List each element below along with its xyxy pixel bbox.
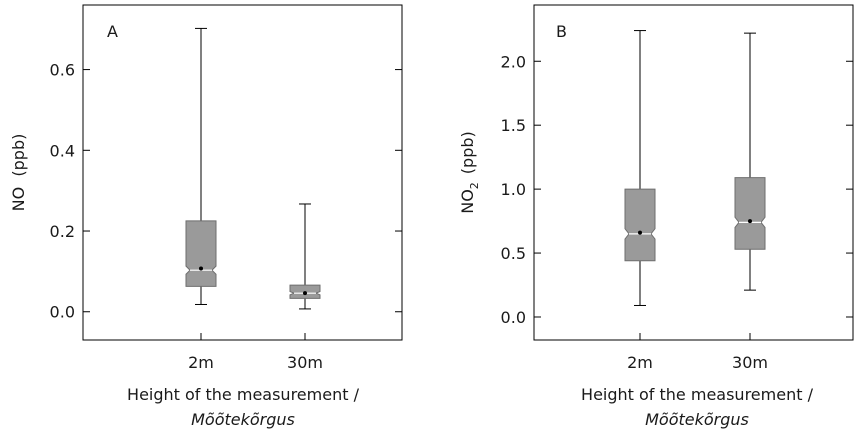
x-axis-label-italic: Mõõtekõrgus	[191, 410, 295, 429]
panel-letter: B	[556, 22, 567, 41]
y-tick-label: 1.0	[501, 180, 526, 199]
x-axis-label: Height of the measurement /	[127, 385, 360, 404]
y-tick-label: 1.5	[501, 116, 526, 135]
y-tick-label: 0.4	[50, 141, 75, 160]
panel-a: A 0.0 0.2 0.4 0.6 2m 30m Height of the measurem…	[9, 4, 403, 429]
box-body	[624, 188, 656, 262]
x-tick-label: 30m	[287, 353, 323, 372]
y-tick-label: 0.0	[50, 303, 75, 322]
mean-point	[638, 230, 642, 235]
panel-letter: A	[107, 22, 118, 41]
y-tick-label: 0.0	[501, 308, 526, 327]
y-tick-label: 0.6	[50, 61, 75, 80]
x-tick-label: 2m	[627, 353, 653, 372]
y-axis-label-unit: (ppb)	[458, 131, 477, 174]
y-axis-label-subscript: 2	[468, 182, 481, 189]
panel-b: B 0.0 0.5 1.0 1.5 2.0 2m 30m Height of the measu…	[458, 4, 854, 429]
plot-frame	[82, 4, 403, 341]
box-30m	[289, 203, 321, 310]
y-axis-label: NO2 (ppb)	[458, 131, 481, 214]
y-axis-label: NO (ppb)	[9, 134, 28, 212]
mean-point	[199, 266, 203, 271]
box-body	[734, 177, 766, 250]
x-axis-label: Height of the measurement /	[581, 385, 814, 404]
box-body	[185, 220, 217, 287]
x-tick-label: 30m	[732, 353, 768, 372]
box-2m	[185, 27, 217, 305]
plot-frame	[533, 4, 854, 341]
y-tick-label: 0.2	[50, 222, 75, 241]
mean-point	[303, 291, 307, 296]
box-30m	[734, 32, 766, 291]
x-tick-label: 2m	[188, 353, 214, 372]
x-axis-label-italic: Mõõtekõrgus	[645, 410, 749, 429]
y-tick-label: 0.5	[501, 244, 526, 263]
y-tick-label: 2.0	[501, 52, 526, 71]
mean-point	[748, 219, 752, 224]
y-axis-label-main: NO	[458, 189, 477, 214]
box-2m	[624, 30, 656, 306]
